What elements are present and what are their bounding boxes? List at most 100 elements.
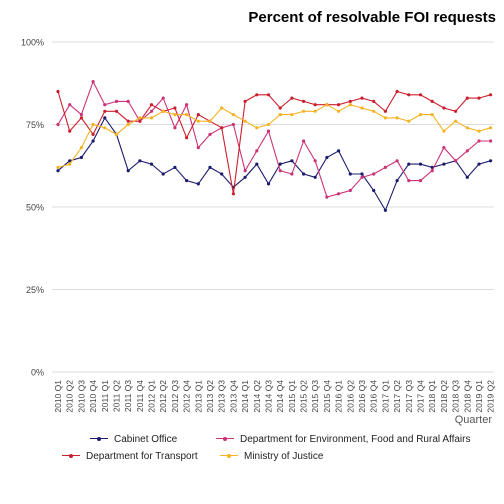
data-point (243, 119, 247, 123)
x-tick-label: 2012 Q4 (182, 380, 192, 413)
x-tick-label: 2012 Q3 (170, 380, 180, 413)
data-point (208, 165, 212, 169)
data-point (313, 109, 317, 113)
data-point (372, 99, 376, 103)
data-point (208, 132, 212, 136)
data-point (185, 103, 189, 107)
data-point (79, 146, 83, 150)
x-tick-label: 2011 Q3 (123, 380, 133, 412)
data-point (68, 162, 72, 166)
data-point (348, 172, 352, 176)
y-tick-label: 100% (21, 38, 44, 48)
data-point (149, 116, 154, 120)
legend-label: Ministry of Justice (244, 450, 324, 462)
data-point (465, 149, 469, 153)
x-tick-label: 2011 Q4 (135, 380, 145, 412)
y-tick-label: 75% (26, 120, 44, 130)
data-point (477, 162, 481, 166)
data-point (103, 126, 107, 130)
x-tick-label: 2019 Q1 (474, 380, 484, 413)
x-tick-label: 2014 Q4 (275, 380, 285, 413)
data-point (325, 103, 329, 107)
x-tick-label: 2015 Q2 (299, 380, 309, 413)
series-line (57, 90, 491, 194)
data-point (407, 93, 411, 97)
x-tick-label: 2017 Q1 (380, 380, 390, 413)
data-point (161, 172, 165, 176)
legend-swatch-icon (88, 433, 110, 445)
x-tick-label: 2011 Q1 (100, 380, 110, 412)
data-point (290, 96, 294, 100)
data-point (337, 192, 341, 196)
data-point (383, 208, 387, 212)
x-tick-label: 2013 Q3 (217, 380, 227, 413)
data-point (243, 99, 247, 103)
data-point (489, 139, 493, 143)
data-point (290, 172, 294, 176)
data-point (360, 175, 364, 179)
data-point (79, 113, 83, 117)
data-point (56, 165, 60, 169)
y-tick-label: 50% (26, 203, 44, 213)
data-point (56, 169, 60, 173)
data-point (161, 109, 165, 113)
data-point (418, 179, 423, 183)
data-point (161, 96, 165, 100)
data-point (243, 175, 247, 179)
data-point (418, 162, 423, 166)
data-point (138, 159, 142, 163)
data-point (255, 93, 259, 97)
data-point (114, 99, 119, 103)
data-point (395, 159, 399, 163)
data-point (149, 109, 154, 113)
data-point (91, 139, 95, 143)
data-point (407, 179, 411, 183)
data-point (442, 162, 446, 166)
data-point (418, 93, 423, 97)
data-point (126, 99, 130, 103)
data-point (196, 113, 200, 117)
data-point (489, 93, 493, 97)
data-point (395, 89, 399, 94)
x-tick-label: 2018 Q1 (427, 380, 437, 413)
data-point (372, 188, 376, 193)
data-point (383, 109, 387, 113)
legend-item-defra: Department for Environment, Food and Rur… (214, 433, 470, 445)
x-tick-label: 2018 Q3 (451, 380, 461, 413)
x-tick-label: 2010 Q3 (76, 380, 86, 413)
x-tick-label: 2012 Q2 (158, 380, 168, 413)
data-point (79, 155, 83, 160)
data-point (290, 113, 294, 117)
data-point (383, 116, 387, 120)
data-point (418, 113, 423, 117)
data-point (114, 132, 119, 136)
x-tick-label: 2018 Q2 (439, 380, 449, 413)
data-point (302, 139, 306, 143)
data-point (126, 122, 130, 127)
data-point (337, 109, 341, 113)
data-point (360, 172, 364, 176)
legend-label: Department for Environment, Food and Rur… (240, 433, 471, 445)
data-point (278, 113, 282, 117)
data-point (325, 155, 329, 160)
data-point (442, 146, 446, 150)
data-point (430, 99, 434, 103)
data-point (395, 179, 399, 183)
legend-label: Cabinet Office (114, 433, 178, 445)
data-point (454, 109, 458, 113)
data-point (337, 149, 341, 153)
data-point (372, 109, 376, 113)
x-tick-label: 2019 Q2 (486, 380, 496, 413)
data-point (56, 122, 60, 127)
data-point (79, 116, 83, 120)
legend-item-cabinet-office: Cabinet Office (88, 433, 177, 445)
data-point (489, 159, 493, 163)
data-point (430, 169, 434, 173)
data-point (383, 165, 387, 169)
data-point (185, 136, 189, 140)
x-tick-label: 2014 Q3 (263, 380, 273, 413)
data-point (149, 162, 154, 166)
data-point (348, 103, 352, 107)
data-point (407, 119, 411, 123)
